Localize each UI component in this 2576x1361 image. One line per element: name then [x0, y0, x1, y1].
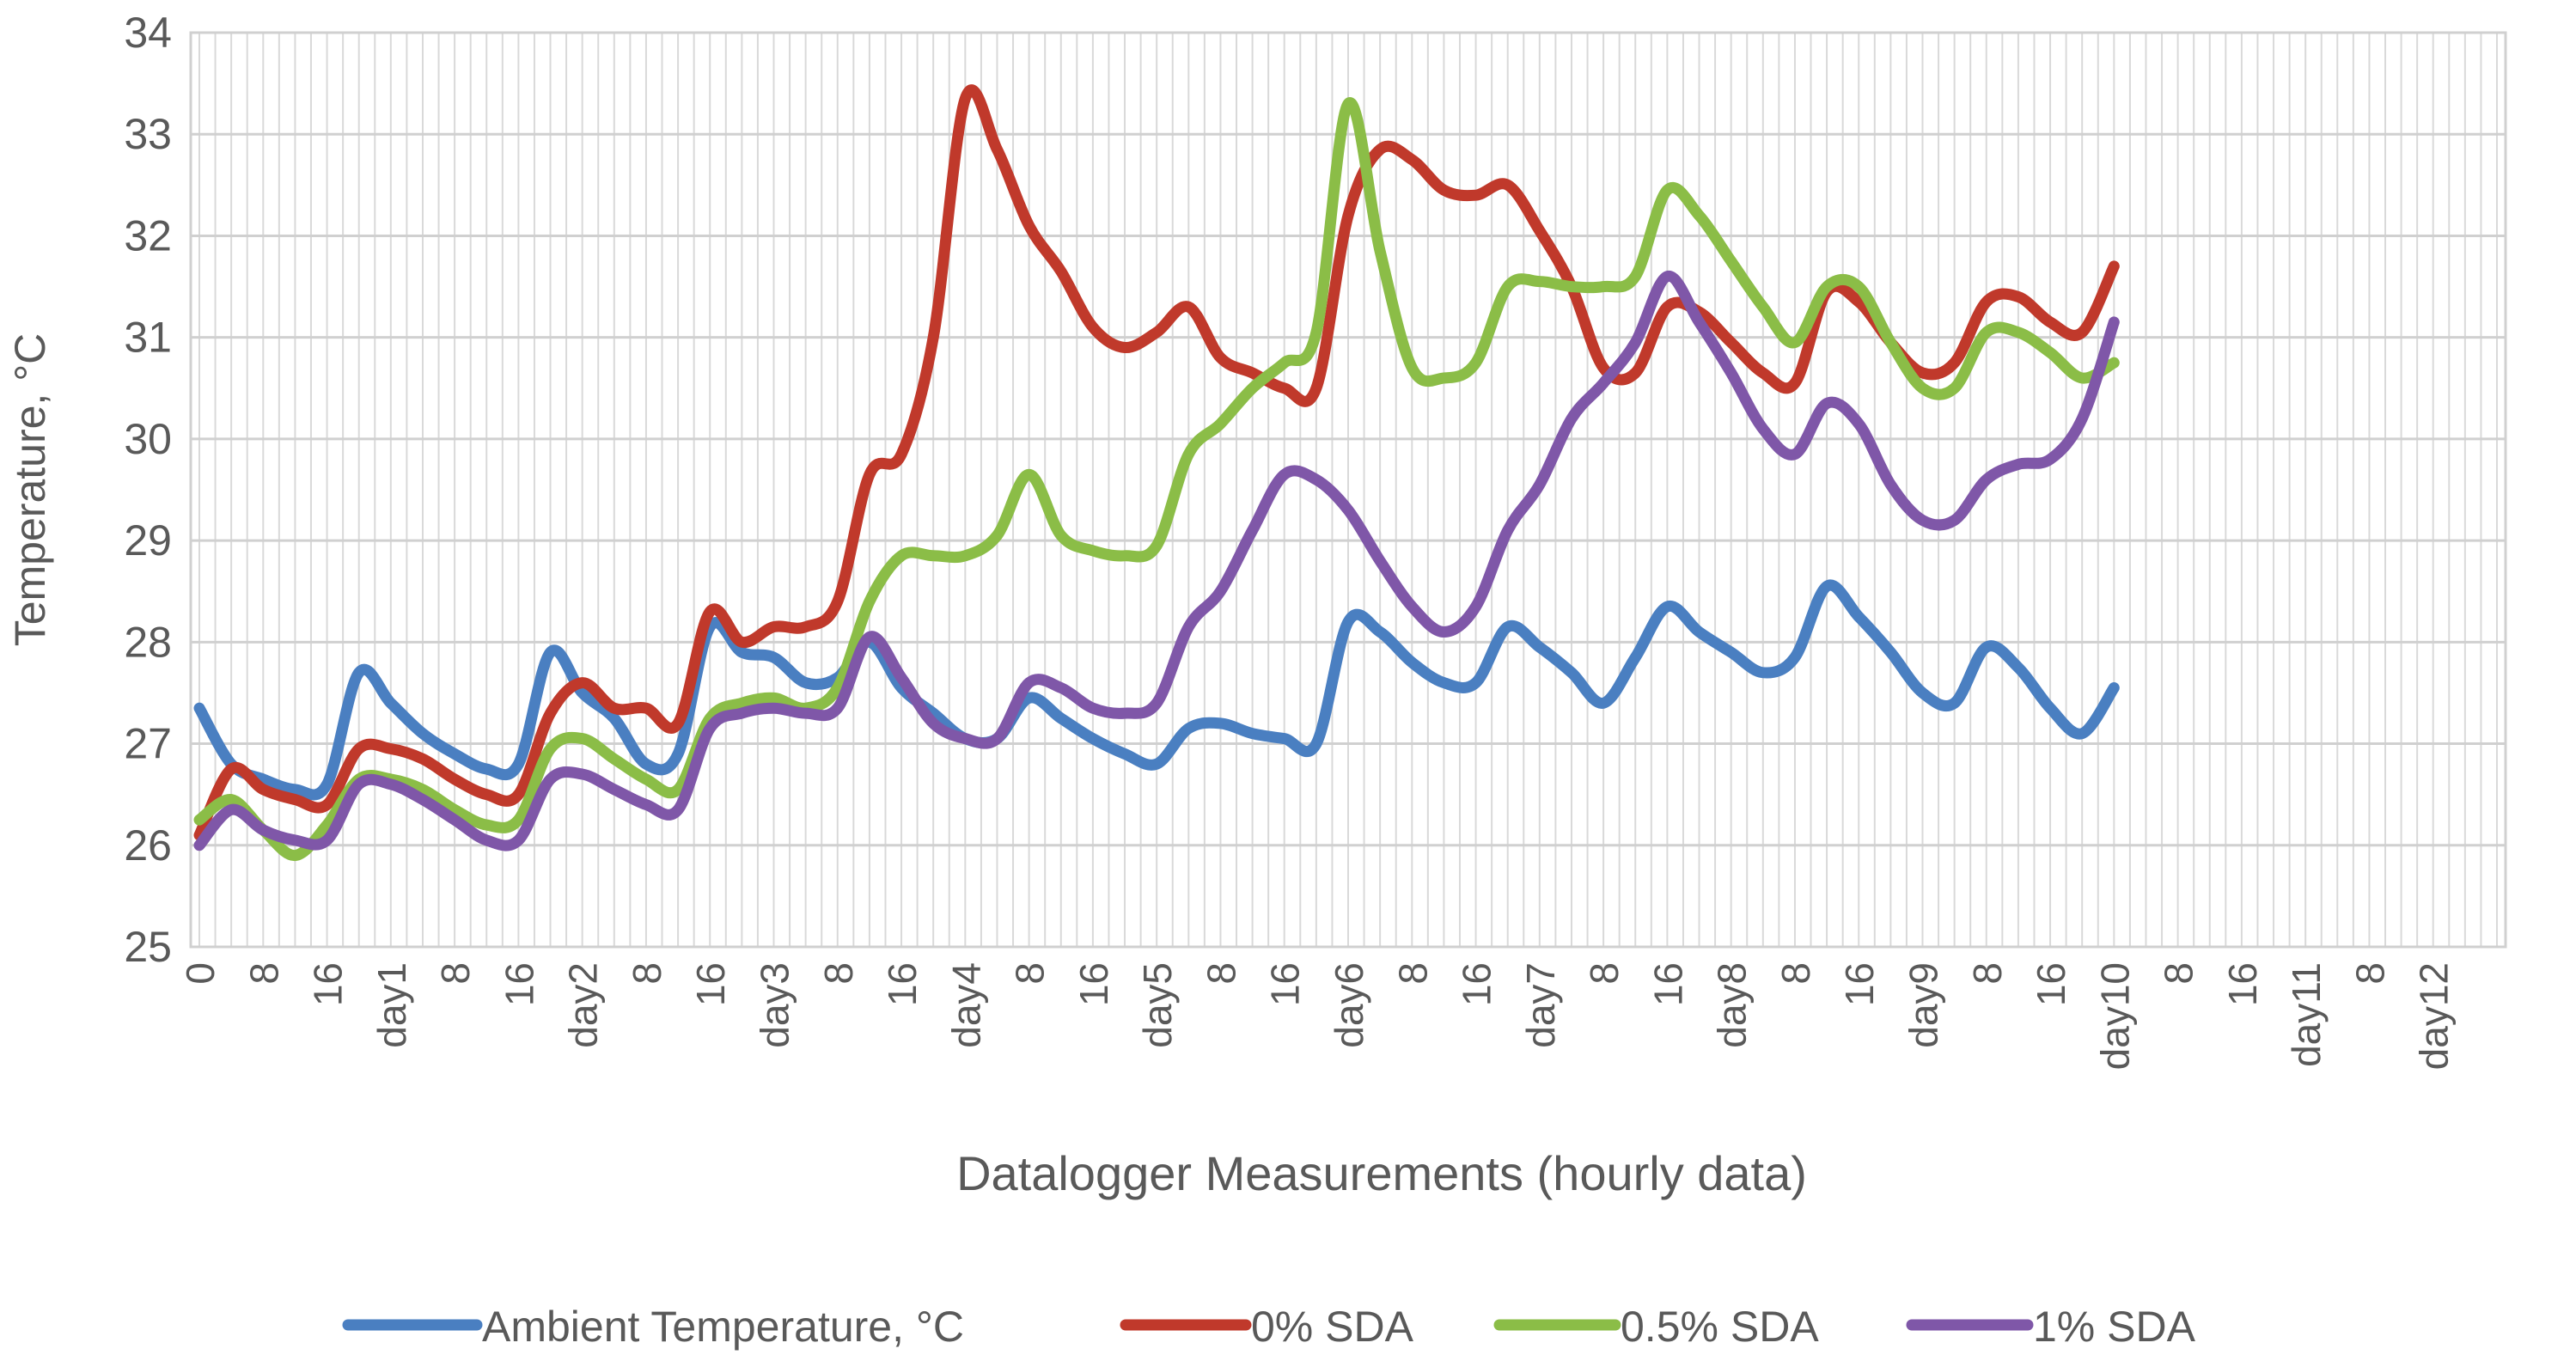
x-tick-label: day1: [369, 962, 414, 1048]
x-tick-label: day12: [2412, 962, 2457, 1070]
y-tick-label: 25: [124, 923, 172, 971]
x-tick-label: day9: [1901, 962, 1946, 1048]
series-layer: [193, 84, 2120, 862]
x-tick-label: 8: [1582, 962, 1627, 985]
y-tick-label: 31: [124, 314, 172, 362]
y-tick-label: 29: [124, 516, 172, 565]
x-tick-label: 16: [2029, 962, 2073, 1006]
legend-label-0: Ambient Temperature, °C: [482, 1303, 964, 1351]
x-tick-label: 16: [1837, 962, 1882, 1006]
x-tick-label: 8: [1008, 962, 1053, 985]
x-tick-label: 8: [625, 962, 669, 985]
x-tick-label: 8: [2347, 962, 2392, 985]
x-tick-label: 16: [1263, 962, 1308, 1006]
x-tick-label: 8: [1965, 962, 2010, 985]
x-tick-label: 8: [2157, 962, 2201, 985]
x-tick-label: 8: [1773, 962, 1818, 985]
y-tick-label: 28: [124, 618, 172, 666]
y-tick-label: 30: [124, 415, 172, 463]
x-tick-label: day4: [943, 962, 988, 1048]
series-line-1: [193, 84, 2120, 841]
y-axis-title: Temperature, °C: [6, 333, 54, 647]
x-tick-label: 16: [1071, 962, 1116, 1006]
legend: Ambient Temperature, °C 0% SDA 0.5% SDA 1% …: [342, 1303, 2196, 1351]
x-tick-label: 16: [497, 962, 541, 1006]
series-line-0: [193, 579, 2120, 801]
series-line-2: [193, 97, 2120, 862]
x-tick-label: day7: [1518, 962, 1563, 1048]
x-tick-label: day2: [561, 962, 606, 1048]
x-tick-label: 16: [688, 962, 733, 1006]
x-axis-title: Datalogger Measurements (hourly data): [956, 1146, 1807, 1200]
y-tick-label: 26: [124, 821, 172, 870]
y-tick-label: 34: [124, 9, 172, 57]
legend-label-3: 1% SDA: [2033, 1303, 2196, 1351]
x-tick-label: 8: [1199, 962, 1243, 985]
plot-frame: [189, 31, 2507, 949]
series-line-3: [193, 271, 2120, 851]
y-tick-labels: 25 26 27 28 29 30 31 32 33 34: [124, 9, 172, 971]
x-tick-label: day10: [2092, 962, 2137, 1070]
x-tick-label: day11: [2284, 962, 2329, 1067]
x-tick-label: day3: [753, 962, 797, 1048]
x-tick-label: day5: [1135, 962, 1180, 1048]
x-tick-labels: 0 8 16 day1 8 16 day2 8 16 day3 8 16 day4 8 16 day5 8 16 d…: [178, 962, 2457, 1070]
x-tick-label: 8: [1390, 962, 1435, 985]
legend-label-2: 0.5% SDA: [1621, 1303, 1819, 1351]
x-tick-label: 16: [880, 962, 925, 1006]
x-tick-label: 0: [178, 962, 223, 985]
y-tick-label: 27: [124, 720, 172, 768]
y-tick-label: 32: [124, 211, 172, 259]
x-tick-label: day6: [1327, 962, 1371, 1048]
x-tick-label: 16: [306, 962, 351, 1006]
x-tick-label: 16: [1455, 962, 1499, 1006]
y-tick-label: 33: [124, 110, 172, 158]
x-tick-label: day8: [1710, 962, 1755, 1048]
x-tick-label: 16: [1645, 962, 1690, 1006]
x-tick-label: 8: [816, 962, 861, 985]
x-tick-label: 16: [2220, 962, 2265, 1006]
legend-label-1: 0% SDA: [1251, 1303, 1414, 1351]
x-tick-label: 8: [433, 962, 478, 985]
x-tick-label: 8: [241, 962, 286, 985]
